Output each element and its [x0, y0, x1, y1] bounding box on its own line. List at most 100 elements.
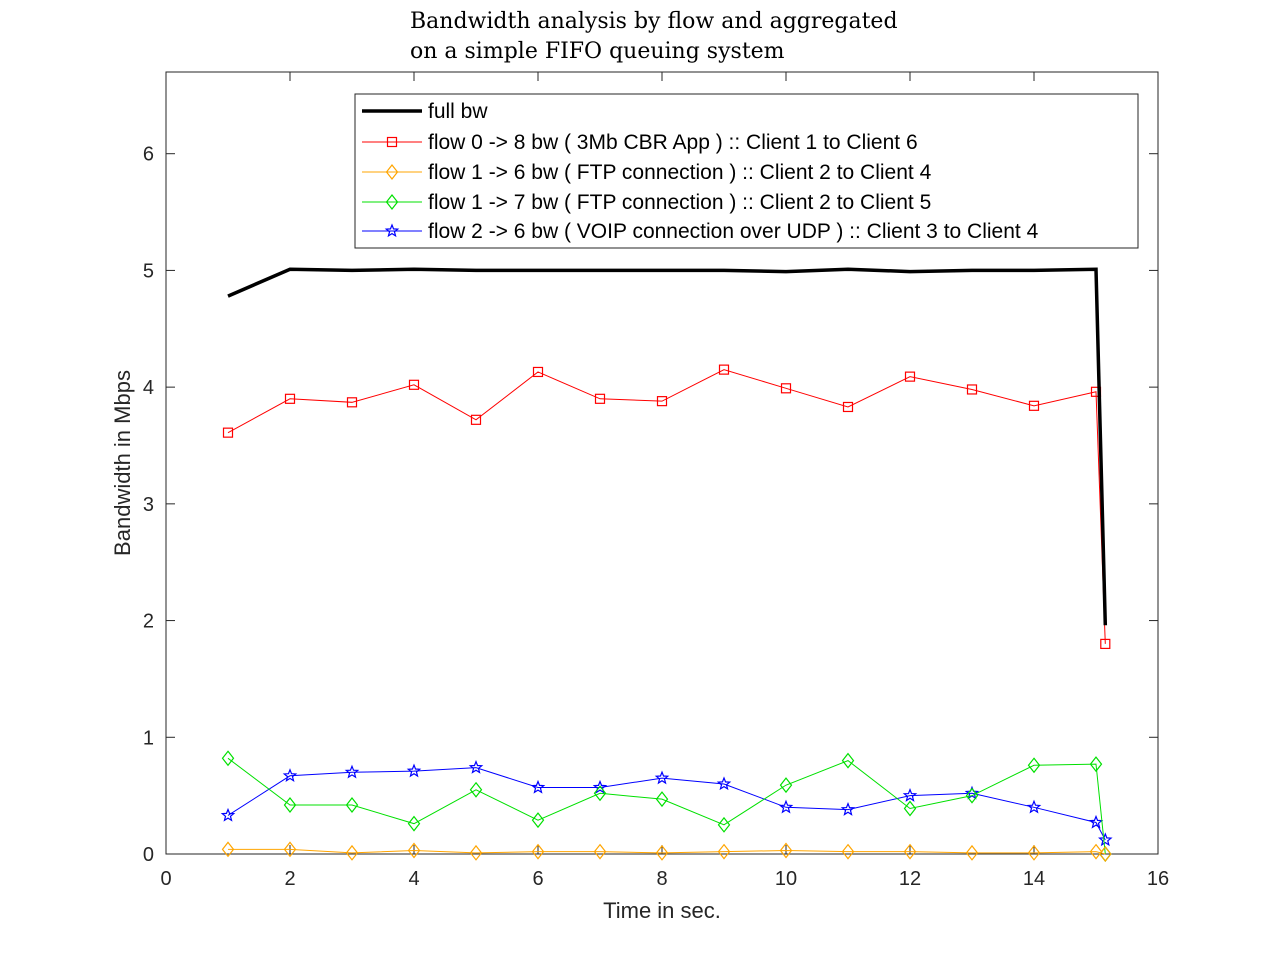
x-tick-label: 10	[775, 868, 797, 890]
data-point-marker	[1028, 400, 1040, 411]
y-tick-label: 1	[143, 727, 154, 749]
legend-label: flow 0 -> 8 bw ( 3Mb CBR App ) :: Client…	[428, 131, 918, 154]
series-line	[227, 767, 1106, 841]
data-point-marker	[904, 371, 916, 382]
data-point-marker	[718, 364, 730, 375]
data-point-marker	[656, 396, 668, 407]
legend-label: flow 1 -> 6 bw ( FTP connection ) :: Cli…	[428, 161, 932, 184]
data-point-marker	[593, 785, 607, 802]
data-point-marker	[345, 844, 359, 861]
data-point-marker	[407, 842, 421, 859]
chart-title-line-2: on a simple FIFO queuing system	[410, 39, 785, 64]
data-point-marker	[594, 393, 606, 404]
series-1	[222, 364, 1111, 650]
y-tick-label: 3	[143, 494, 154, 516]
y-tick-label: 0	[143, 844, 154, 866]
x-tick-label: 8	[656, 868, 667, 890]
data-point-marker	[780, 383, 792, 394]
data-point-marker	[221, 841, 235, 858]
legend-label: flow 2 -> 6 bw ( VOIP connection over UD…	[428, 220, 1039, 243]
chart-title-line-1: Bandwidth analysis by flow and aggregate…	[410, 9, 898, 34]
data-point-marker	[779, 842, 793, 859]
data-point-marker	[779, 777, 793, 794]
data-point-marker	[1027, 757, 1041, 774]
data-point-marker	[592, 779, 608, 794]
legend-box	[354, 93, 1139, 249]
data-point-marker	[344, 764, 360, 779]
data-point-marker	[469, 844, 483, 861]
x-tick-label: 0	[160, 868, 171, 890]
data-point-marker	[408, 379, 420, 390]
data-point-marker	[530, 779, 546, 794]
series-line	[227, 369, 1106, 644]
data-point-marker	[282, 768, 298, 782]
data-point-marker	[717, 843, 731, 860]
data-point-marker	[965, 844, 979, 861]
x-tick-label: 6	[532, 868, 543, 890]
data-point-marker	[283, 797, 297, 813]
data-point-marker	[346, 397, 358, 408]
series-4	[220, 759, 1113, 847]
data-point-marker	[1098, 832, 1113, 847]
data-point-marker	[345, 797, 359, 813]
data-point-marker	[717, 816, 731, 833]
series-line	[228, 848, 1106, 855]
y-tick-label: 6	[143, 144, 154, 166]
data-point-marker	[1089, 843, 1103, 860]
data-point-marker	[965, 787, 979, 804]
data-point-marker	[841, 843, 855, 860]
data-point-marker	[903, 800, 917, 817]
y-axis-label: Bandwidth in Mbps	[110, 370, 135, 556]
legend-marker	[384, 223, 400, 238]
data-point-marker	[655, 844, 669, 861]
data-point-marker	[407, 815, 421, 832]
x-tick-label: 14	[1023, 868, 1045, 890]
y-tick-label: 4	[143, 377, 154, 399]
data-point-marker	[778, 799, 794, 814]
legend-label: full bw	[428, 100, 488, 123]
data-point-marker	[840, 802, 856, 816]
legend-marker	[385, 164, 399, 180]
x-tick-label: 4	[408, 868, 419, 890]
legend-marker	[386, 136, 398, 148]
data-point-marker	[841, 752, 855, 769]
data-point-marker	[1100, 638, 1111, 650]
data-point-marker	[470, 414, 482, 425]
legend-marker	[385, 194, 399, 210]
x-tick-label: 16	[1147, 868, 1169, 890]
series-lines	[220, 267, 1113, 862]
data-point-marker	[966, 384, 978, 395]
data-point-marker	[1089, 756, 1103, 773]
data-point-marker	[406, 763, 422, 778]
series-line	[227, 757, 1106, 855]
data-point-marker	[284, 393, 296, 404]
data-point-marker	[469, 781, 483, 798]
x-tick-label: 2	[284, 868, 295, 890]
data-point-marker	[1026, 799, 1042, 814]
data-point-marker	[468, 759, 484, 774]
series-line	[227, 267, 1108, 626]
data-point-marker	[654, 770, 670, 785]
legend-label: flow 1 -> 7 bw ( FTP connection ) :: Cli…	[428, 191, 931, 214]
y-tick-label: 2	[143, 611, 154, 633]
data-point-marker	[902, 787, 918, 802]
data-point-marker	[220, 807, 236, 822]
series-0	[227, 267, 1108, 626]
x-axis-label: Time in sec.	[603, 898, 721, 923]
data-point-marker	[716, 776, 732, 791]
data-point-marker	[221, 750, 235, 767]
data-point-marker	[593, 843, 607, 860]
data-point-marker	[532, 366, 544, 378]
x-tick-label: 12	[899, 868, 921, 890]
data-point-marker	[1099, 846, 1112, 862]
series-2	[221, 841, 1112, 862]
data-point-marker	[655, 791, 669, 808]
data-point-marker	[903, 843, 917, 860]
data-point-marker	[531, 843, 545, 860]
y-tick-label: 5	[143, 260, 154, 282]
data-point-marker	[531, 812, 545, 829]
data-point-marker	[222, 427, 234, 438]
